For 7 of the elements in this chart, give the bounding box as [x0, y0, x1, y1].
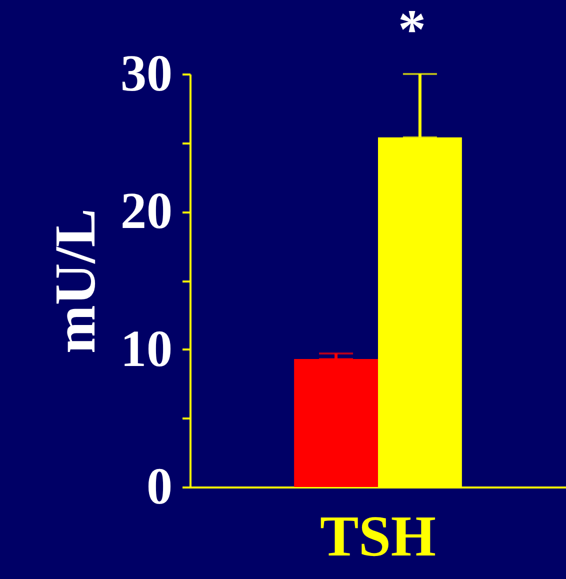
y-axis-title: mU/L: [42, 208, 108, 354]
x-tick-label: TSH: [320, 504, 436, 568]
y-tick-label: 10: [120, 320, 172, 378]
y-tick-label: 30: [120, 46, 172, 102]
text: *: [398, 0, 426, 61]
y-tick-label: 0: [146, 458, 172, 516]
y-tick-label: 20: [120, 183, 172, 240]
